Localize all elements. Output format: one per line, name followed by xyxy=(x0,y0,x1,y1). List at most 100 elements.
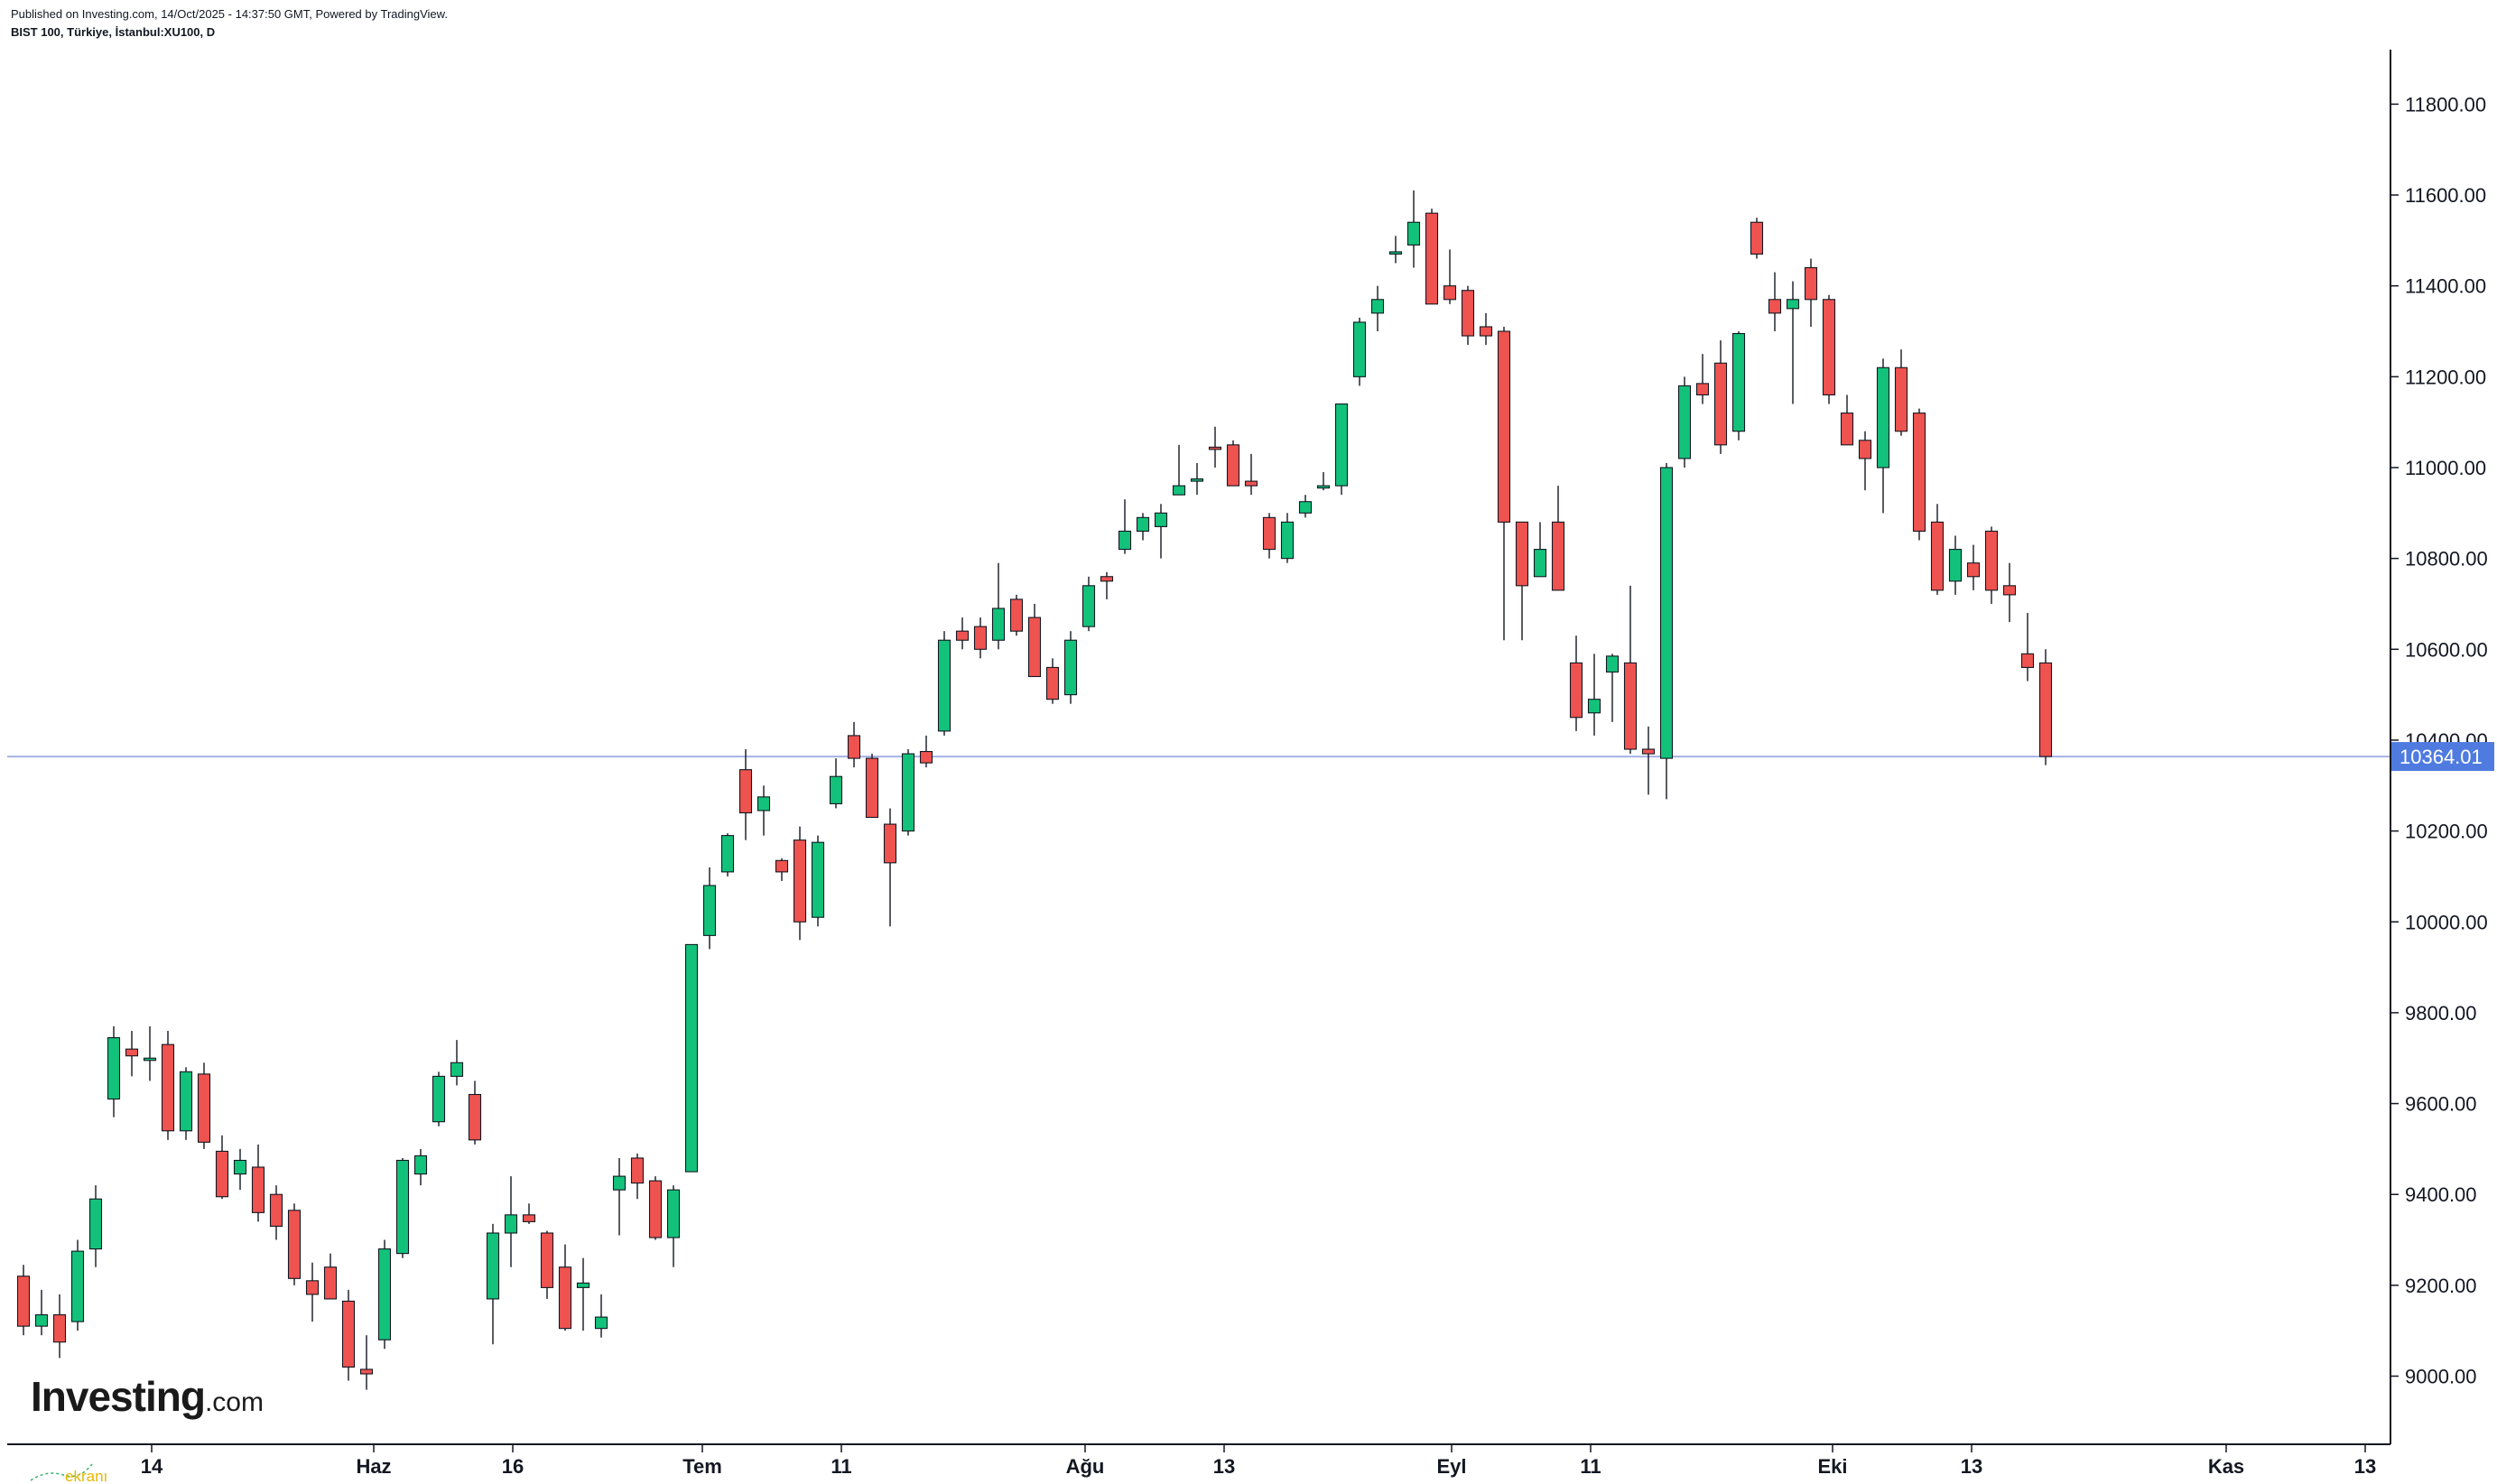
candle xyxy=(829,758,843,809)
candle xyxy=(395,1157,410,1258)
y-tick-label: 9200.00 xyxy=(2405,1275,2477,1297)
candle xyxy=(88,1185,103,1267)
candle xyxy=(666,1185,681,1267)
y-tick-label: 11000.00 xyxy=(2405,457,2486,479)
candle-body-down xyxy=(540,1232,554,1288)
candle xyxy=(1298,495,1313,518)
candle xyxy=(757,785,771,836)
candle-body-up xyxy=(1118,530,1132,551)
y-tick-label: 10200.00 xyxy=(2405,821,2488,843)
symbol-title: BIST 100, Türkiye, İstanbul:XU100, D xyxy=(11,25,216,39)
candle xyxy=(630,1153,645,1200)
candle-body-down xyxy=(1461,290,1475,337)
x-tick-label: Ağu xyxy=(1066,1455,1105,1478)
candle-body-down xyxy=(1425,212,1439,305)
candle xyxy=(269,1185,283,1240)
watermark-text: ekranı xyxy=(65,1468,107,1484)
candle-body-down xyxy=(847,735,861,759)
logo-brand: Investing xyxy=(31,1373,206,1420)
x-tick-label: 16 xyxy=(502,1455,524,1478)
candle xyxy=(991,562,1006,650)
last-price-label: 10364.01 xyxy=(2400,746,2483,768)
candle-body-up xyxy=(991,608,1006,641)
candle xyxy=(1930,504,1945,595)
candle xyxy=(1118,499,1132,554)
candle xyxy=(955,617,970,650)
candle-body-up xyxy=(1388,251,1403,255)
candle-body-up xyxy=(666,1189,681,1238)
candle xyxy=(1280,513,1295,563)
candle xyxy=(432,1071,446,1127)
candle xyxy=(1334,403,1349,496)
candle xyxy=(143,1026,157,1081)
candle-body-up xyxy=(504,1214,518,1234)
candle-body-down xyxy=(1804,267,1818,301)
candle-body-down xyxy=(558,1266,572,1330)
candle-body-up xyxy=(486,1232,500,1300)
candle xyxy=(973,617,988,659)
candle-body-down xyxy=(305,1280,320,1295)
candle-body-down xyxy=(1641,748,1656,755)
candle-body-down xyxy=(775,859,789,873)
candle xyxy=(847,721,861,768)
y-tick-label: 11600.00 xyxy=(2405,184,2486,207)
candle xyxy=(16,1265,31,1336)
candle xyxy=(1172,444,1186,496)
candle xyxy=(1822,294,1836,404)
candle-body-down xyxy=(973,626,988,650)
candle xyxy=(1479,312,1493,346)
candle xyxy=(1551,486,1565,591)
candle xyxy=(377,1239,392,1350)
candle xyxy=(468,1081,482,1145)
candle-body-down xyxy=(919,750,933,764)
candle-body-up xyxy=(107,1037,121,1100)
x-tick-label: Tem xyxy=(682,1455,722,1478)
candle-body-up xyxy=(702,885,717,936)
candle-body-down xyxy=(1912,413,1926,533)
candle xyxy=(901,749,915,836)
candle-body-up xyxy=(1587,699,1601,714)
candle xyxy=(359,1335,374,1390)
candle-body-down xyxy=(1858,440,1872,459)
candle-body-down xyxy=(251,1166,265,1213)
x-tick-label: Haz xyxy=(356,1455,391,1478)
candle-body-up xyxy=(937,639,951,732)
candle-body-down xyxy=(197,1073,211,1143)
candle-body-down xyxy=(630,1157,645,1184)
candle-body-up xyxy=(1406,221,1421,246)
candle xyxy=(1786,281,1800,404)
candle-body-up xyxy=(70,1250,85,1322)
candle-body-up xyxy=(684,943,699,1173)
candle xyxy=(1352,317,1367,386)
candle xyxy=(323,1253,338,1300)
candle xyxy=(1713,340,1728,454)
candle xyxy=(341,1289,356,1381)
y-tick-label: 9000.00 xyxy=(2405,1366,2477,1388)
candle xyxy=(1226,440,1240,487)
candle-body-up xyxy=(233,1159,247,1175)
candle xyxy=(1768,272,1782,332)
watermark-logo: ekranı xyxy=(30,1463,107,1484)
x-tick-label: Kas xyxy=(2208,1455,2244,1478)
x-tick-label: 13 xyxy=(1213,1455,1235,1478)
candle-body-down xyxy=(1479,326,1493,337)
y-tick-label: 9600.00 xyxy=(2405,1093,2477,1116)
candle xyxy=(1027,603,1042,678)
candle-body-down xyxy=(865,757,879,819)
candle xyxy=(1731,331,1746,441)
candle-body-up xyxy=(395,1159,410,1255)
candle xyxy=(793,826,807,941)
candle-body-up xyxy=(1677,385,1692,459)
candle xyxy=(107,1026,121,1118)
x-tick-label: 13 xyxy=(2354,1455,2376,1478)
x-tick-label: Eki xyxy=(1817,1455,1847,1478)
candle-body-down xyxy=(1045,666,1060,700)
candle xyxy=(450,1040,464,1086)
candle xyxy=(1063,631,1078,704)
candle-body-down xyxy=(2002,585,2017,596)
candle-body-down xyxy=(287,1210,302,1279)
candle-body-up xyxy=(576,1282,590,1288)
candle-body-down xyxy=(323,1266,338,1300)
x-tick-label: 13 xyxy=(1961,1455,1982,1478)
